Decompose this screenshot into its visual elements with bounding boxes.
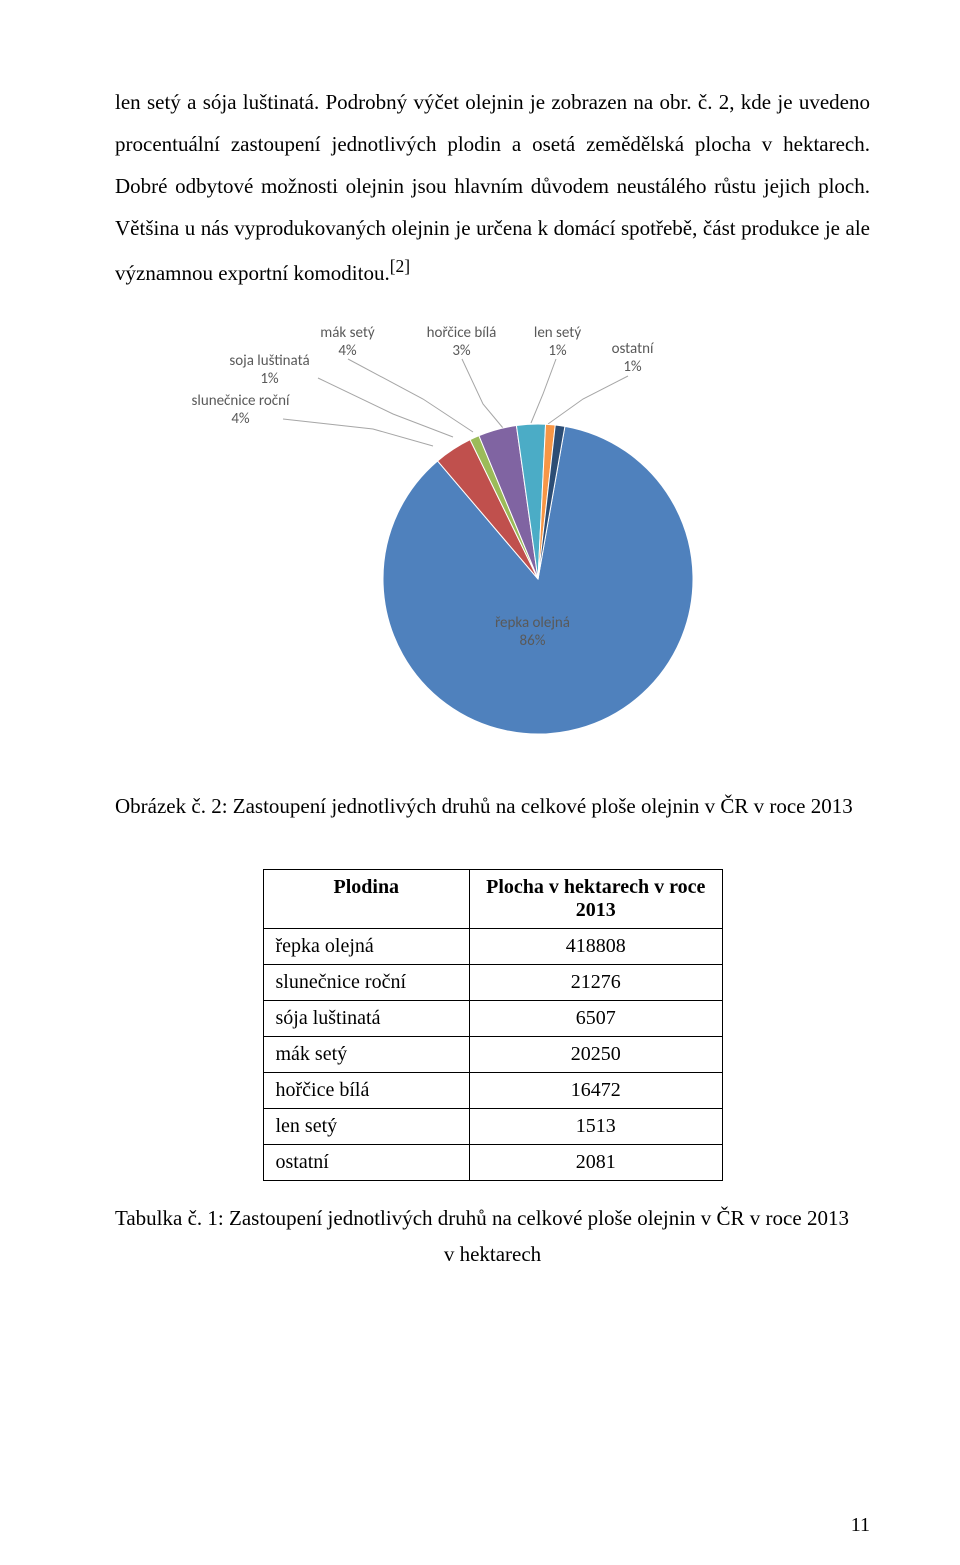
table-row: mák setý20250	[263, 1037, 722, 1073]
table-row: slunečnice roční21276	[263, 965, 722, 1001]
table-header-row: Plodina Plocha v hektarech v roce 2013	[263, 870, 722, 929]
paragraph-text: len setý a sója luštinatá. Podrobný výče…	[115, 90, 870, 285]
cell-value: 6507	[470, 1001, 722, 1037]
cell-value: 21276	[470, 965, 722, 1001]
cell-name: ostatní	[263, 1145, 470, 1181]
pie-chart-container: mák setý 4% hořčice bílá 3% len setý 1% …	[173, 324, 813, 764]
table-container: Plodina Plocha v hektarech v roce 2013 ř…	[263, 869, 723, 1181]
citation-sup: [2]	[390, 256, 410, 276]
label-repka-pct: 86%	[520, 632, 546, 650]
cell-value: 1513	[470, 1109, 722, 1145]
label-repka-text: řepka olejná	[495, 614, 570, 632]
cell-name: len setý	[263, 1109, 470, 1145]
data-table: Plodina Plocha v hektarech v roce 2013 ř…	[263, 869, 723, 1181]
col-header-plocha: Plocha v hektarech v roce 2013	[470, 870, 722, 929]
table-caption-l2: v hektarech	[444, 1242, 541, 1266]
cell-value: 418808	[470, 929, 722, 965]
table-row: ostatní2081	[263, 1145, 722, 1181]
header-plocha-l1: Plocha v hektarech v roce	[486, 876, 705, 898]
table-caption: Tabulka č. 1: Zastoupení jednotlivých dr…	[115, 1201, 870, 1272]
page-container: len setý a sója luštinatá. Podrobný výče…	[0, 0, 960, 1565]
pie-chart-icon	[378, 419, 698, 739]
cell-value: 2081	[470, 1145, 722, 1181]
table-row: řepka olejná418808	[263, 929, 722, 965]
table-row: len setý1513	[263, 1109, 722, 1145]
header-plocha-l2: 2013	[576, 899, 616, 921]
cell-name: řepka olejná	[263, 929, 470, 965]
table-row: hořčice bílá16472	[263, 1073, 722, 1109]
table-row: sója luštinatá6507	[263, 1001, 722, 1037]
page-number: 11	[851, 1514, 870, 1537]
cell-name: sója luštinatá	[263, 1001, 470, 1037]
cell-name: hořčice bílá	[263, 1073, 470, 1109]
cell-value: 16472	[470, 1073, 722, 1109]
label-repka-inner: řepka olejná 86%	[483, 614, 583, 650]
body-paragraph: len setý a sója luštinatá. Podrobný výče…	[115, 81, 870, 294]
figure-caption: Obrázek č. 2: Zastoupení jednotlivých dr…	[115, 794, 870, 819]
cell-name: mák setý	[263, 1037, 470, 1073]
table-caption-l1: Tabulka č. 1: Zastoupení jednotlivých dr…	[115, 1201, 870, 1237]
cell-value: 20250	[470, 1037, 722, 1073]
cell-name: slunečnice roční	[263, 965, 470, 1001]
col-header-plodina: Plodina	[263, 870, 470, 929]
